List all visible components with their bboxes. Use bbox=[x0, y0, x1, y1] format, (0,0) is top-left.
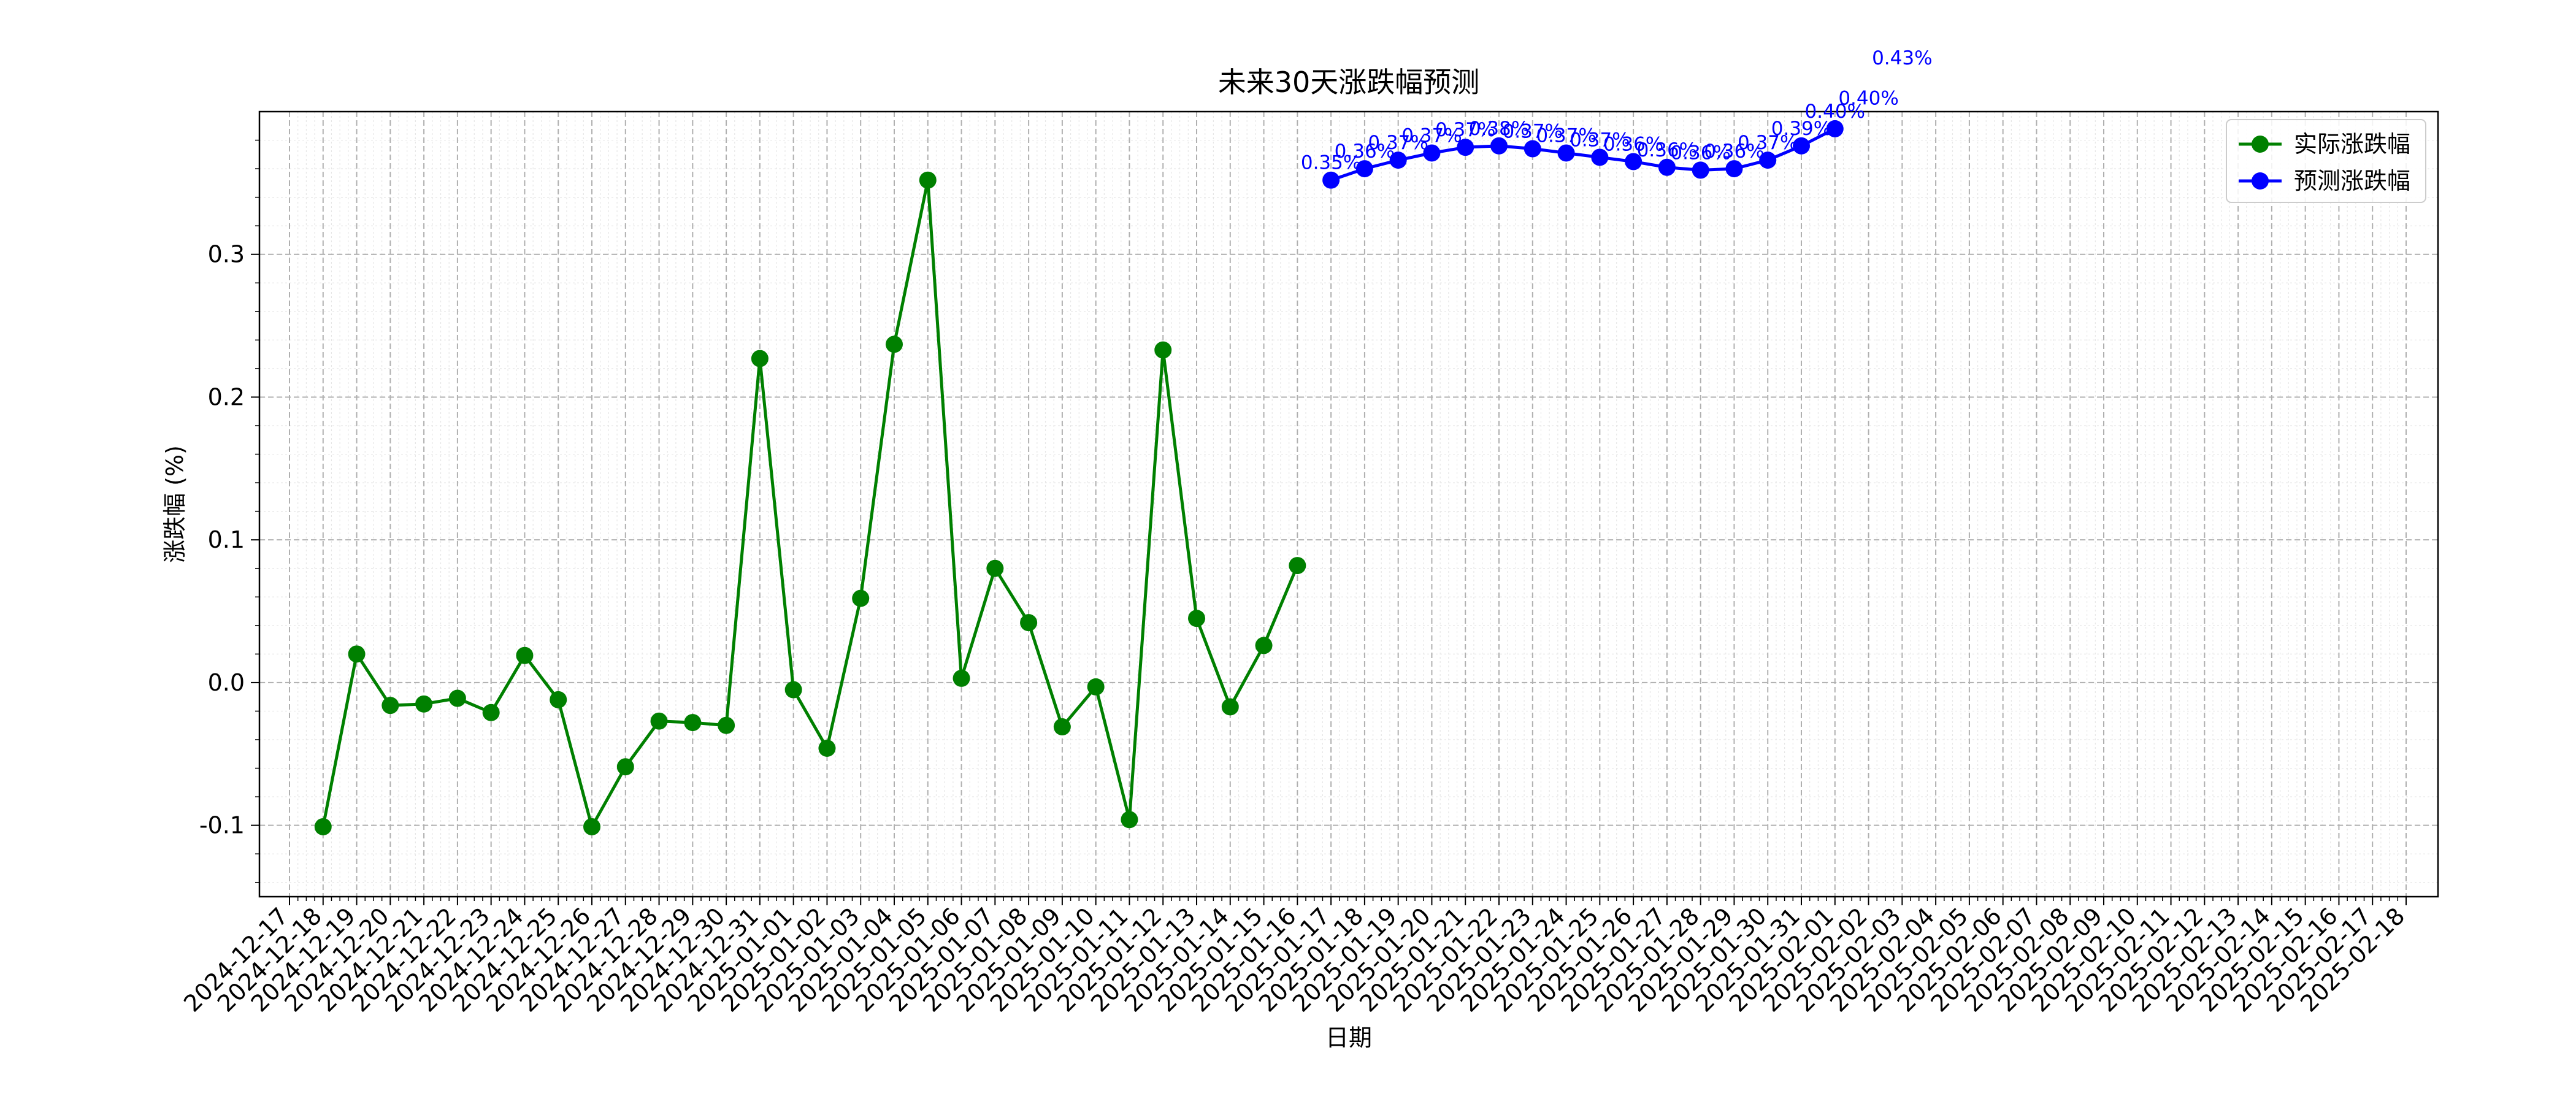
plot-area bbox=[259, 112, 2438, 897]
forecast-data-point bbox=[1524, 140, 1541, 158]
actual-data-point bbox=[516, 646, 534, 664]
forecast-data-point bbox=[1355, 160, 1373, 178]
actual-data-point bbox=[381, 697, 399, 715]
actual-data-point bbox=[751, 350, 769, 367]
actual-data-point bbox=[1020, 614, 1038, 632]
forecast-data-point bbox=[1389, 151, 1407, 169]
actual-data-point bbox=[684, 714, 702, 732]
y-tick-label: 0.3 bbox=[208, 241, 245, 268]
actual-data-point bbox=[1053, 718, 1071, 736]
actual-data-point bbox=[314, 818, 332, 835]
forecast-data-label: 0.37% bbox=[1503, 121, 1563, 143]
legend-forecast-label: 预测涨跌幅 bbox=[2294, 167, 2410, 194]
forecast-data-point bbox=[1658, 158, 1676, 176]
forecast-data-point bbox=[1457, 139, 1474, 156]
actual-data-point bbox=[1087, 678, 1105, 696]
actual-data-point bbox=[919, 171, 937, 189]
actual-data-point bbox=[1289, 557, 1306, 575]
actual-data-point bbox=[852, 589, 870, 607]
forecast-data-point bbox=[1490, 137, 1508, 155]
actual-data-point bbox=[818, 739, 836, 757]
forecast-data-point bbox=[1759, 151, 1777, 169]
y-tick-label: 0.1 bbox=[208, 526, 245, 553]
forecast-data-label: 0.36% bbox=[1637, 139, 1697, 161]
actual-data-point bbox=[616, 758, 634, 776]
y-tick-label: -0.1 bbox=[199, 812, 245, 839]
forecast-data-point bbox=[1725, 160, 1743, 178]
actual-data-point bbox=[784, 681, 802, 699]
forecast-data-point bbox=[1591, 148, 1609, 166]
forecast-data-label: 0.43% bbox=[1872, 47, 1932, 69]
actual-data-point bbox=[1121, 811, 1138, 829]
actual-data-point bbox=[415, 695, 433, 713]
actual-data-point bbox=[348, 645, 366, 663]
actual-data-point bbox=[1188, 610, 1205, 627]
actual-data-point bbox=[650, 712, 668, 730]
forecast-data-point bbox=[1826, 120, 1844, 137]
actual-data-point bbox=[448, 689, 466, 707]
forecast-data-label: 0.37% bbox=[1738, 132, 1798, 154]
forecast-data-label: 0.37% bbox=[1536, 125, 1596, 147]
y-tick-label: 0.2 bbox=[208, 383, 245, 410]
actual-data-point bbox=[583, 818, 600, 835]
forecast-data-label: 0.40% bbox=[1805, 101, 1865, 123]
forecast-data-label: 0.36% bbox=[1704, 140, 1764, 163]
forecast-data-label: 0.37% bbox=[1435, 119, 1495, 141]
forecast-data-label: 0.35% bbox=[1301, 152, 1361, 174]
forecast-data-label: 0.38% bbox=[1469, 118, 1529, 140]
plot-frame bbox=[258, 110, 2439, 898]
forecast-series-line bbox=[1330, 127, 1836, 182]
forecast-data-point bbox=[1793, 137, 1810, 155]
legend-actual-marker bbox=[2252, 136, 2269, 153]
forecast-data-point bbox=[1557, 144, 1575, 162]
actual-data-point bbox=[953, 669, 970, 687]
forecast-data-label: 0.37% bbox=[1401, 125, 1462, 147]
x-axis-label: 日期 bbox=[1325, 1024, 1372, 1051]
forecast-data-label: 0.39% bbox=[1771, 118, 1831, 140]
actual-data-point bbox=[1221, 698, 1239, 716]
actual-data-point bbox=[550, 691, 567, 708]
forecast-data-label: 0.37% bbox=[1368, 132, 1428, 154]
actual-data-point bbox=[1255, 637, 1273, 654]
forecast-data-label: 0.36% bbox=[1603, 133, 1663, 155]
y-tick-label: 0.0 bbox=[208, 669, 245, 696]
actual-data-point bbox=[886, 335, 903, 353]
forecast-data-label: 0.37% bbox=[1570, 129, 1630, 151]
forecast-data-label: 0.40% bbox=[1838, 87, 1898, 109]
forecast-data-point bbox=[1423, 144, 1441, 162]
actual-data-point bbox=[986, 559, 1004, 577]
actual-data-point bbox=[482, 703, 500, 721]
actual-data-point bbox=[1154, 341, 1172, 359]
forecast-data-label: 0.36% bbox=[1670, 142, 1730, 164]
forecast-data-label: 0.36% bbox=[1335, 140, 1395, 163]
actual-data-point bbox=[718, 716, 735, 734]
legend-actual-label: 实际涨跌幅 bbox=[2294, 131, 2410, 158]
forecast-data-point bbox=[1692, 161, 1709, 179]
legend-forecast-marker bbox=[2252, 172, 2269, 190]
y-axis-label: 涨跌幅 (%) bbox=[161, 445, 188, 563]
forecast-data-point bbox=[1322, 171, 1340, 189]
chart-title: 未来30天涨跌幅预测 bbox=[1218, 66, 1480, 99]
forecast-data-point bbox=[1625, 153, 1643, 171]
